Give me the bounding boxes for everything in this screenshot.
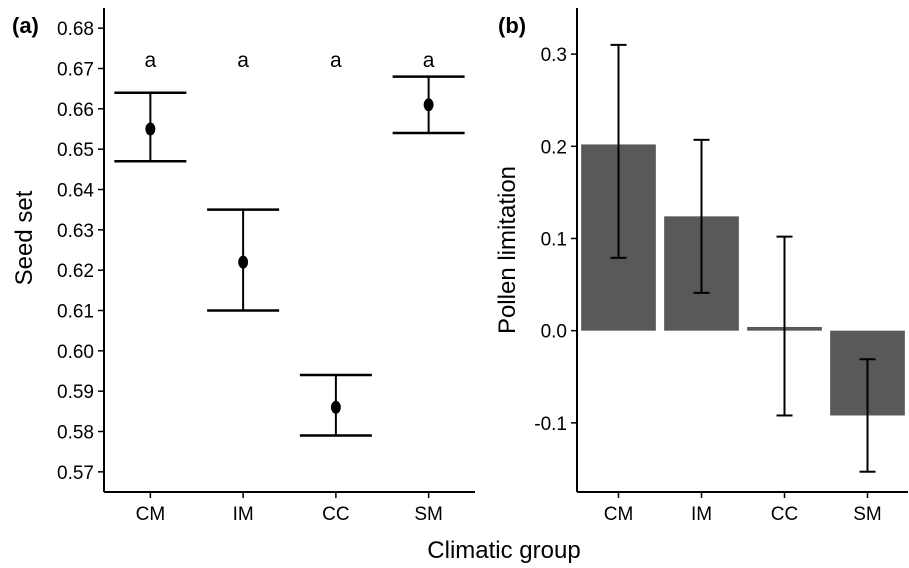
panel-b-x-tick-label-sm: SM bbox=[853, 504, 882, 525]
panel-a-x-tick-label-cc: CC bbox=[322, 504, 349, 525]
panel-a-y-tick-label: 0.59 bbox=[57, 382, 94, 403]
panel-a-y-tick-label: 0.65 bbox=[57, 140, 94, 161]
panel-a-significance-letter-im: a bbox=[237, 49, 249, 72]
panel-a-y-tick-label: 0.63 bbox=[57, 221, 94, 242]
panel-b-pollen-limitation: (b) Pollen limitation -0.1 0.0 0.1 0.2 0.3 C… bbox=[494, 8, 908, 525]
panel-b-y-tick-label: 0.0 bbox=[541, 322, 567, 343]
panel-a-y-ticks: 0.57 0.58 0.59 0.60 0.61 0.62 0.63 0.64 0.65 0.66… bbox=[57, 19, 104, 484]
panel-a-significance-letter-cm: a bbox=[145, 49, 157, 72]
panel-a-label: (a) bbox=[12, 13, 39, 38]
panel-a-y-tick-label: 0.60 bbox=[57, 342, 94, 363]
panel-b-y-axis-title: Pollen limitation bbox=[494, 166, 521, 334]
panel-b-y-tick-label: 0.3 bbox=[541, 45, 567, 66]
panel-a-x-tick-label-im: IM bbox=[233, 504, 254, 525]
panel-b-x-ticks: CM IM CC SM bbox=[604, 492, 882, 525]
panel-a-significance-letter-sm: a bbox=[423, 49, 435, 72]
panel-b-x-tick-label-im: IM bbox=[691, 504, 712, 525]
panel-b-marks bbox=[581, 43, 905, 473]
panel-b-y-ticks: -0.1 0.0 0.1 0.2 0.3 bbox=[534, 45, 577, 435]
panel-a-y-tick-label: 0.61 bbox=[57, 302, 94, 323]
panel-a-significance-letter-cc: a bbox=[330, 49, 342, 72]
panel-b-label: (b) bbox=[498, 13, 526, 38]
panel-a-point-cc bbox=[330, 400, 341, 414]
panel-a-y-tick-label: 0.67 bbox=[57, 60, 94, 81]
panel-a-y-tick-label: 0.64 bbox=[57, 181, 94, 202]
panel-a-y-axis-title: Seed set bbox=[11, 190, 38, 285]
panel-a-y-tick-label: 0.62 bbox=[57, 261, 94, 282]
panel-a-point-sm bbox=[423, 98, 434, 112]
panel-a-y-tick-label: 0.57 bbox=[57, 463, 94, 484]
panel-a-y-tick-label: 0.58 bbox=[57, 423, 94, 444]
panel-a-y-tick-label: 0.66 bbox=[57, 100, 94, 121]
panel-b-y-tick-label: 0.1 bbox=[541, 229, 567, 250]
shared-x-axis-title: Climatic group bbox=[427, 537, 580, 563]
panel-b-x-tick-label-cm: CM bbox=[604, 504, 634, 525]
panel-a-point-im bbox=[238, 255, 249, 269]
panel-b-x-tick-label-cc: CC bbox=[771, 504, 798, 525]
panel-a-x-ticks: CM IM CC SM bbox=[136, 492, 443, 525]
panel-b-y-tick-label: -0.1 bbox=[534, 414, 567, 435]
panel-a-point-cm bbox=[145, 122, 156, 136]
panel-a-y-tick-label: 0.68 bbox=[57, 19, 94, 40]
panel-b-y-tick-label: 0.2 bbox=[541, 137, 567, 158]
panel-a-x-tick-label-cm: CM bbox=[136, 504, 166, 525]
panel-a-x-tick-label-sm: SM bbox=[414, 504, 443, 525]
panel-a-seed-set: (a) Seed set 0.57 0.58 0.59 0.60 0.61 0.62 0.6… bbox=[11, 8, 475, 525]
